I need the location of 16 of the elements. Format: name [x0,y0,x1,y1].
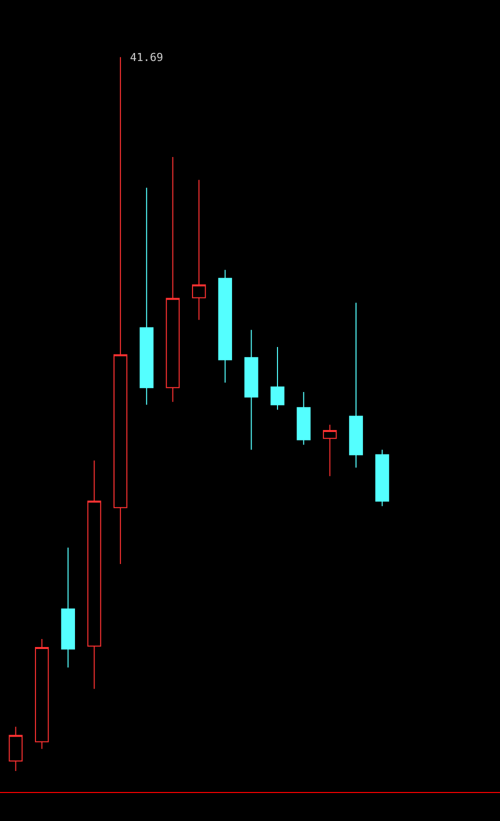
annotation: 41.69 [130,51,164,64]
candlestick [296,391,311,446]
candlestick [270,346,284,410]
candlestick [322,424,337,477]
candlestick [87,460,102,690]
candlestick [34,638,49,750]
candlestick [375,449,390,507]
candlestick [349,302,363,468]
candlestick [166,156,180,402]
candlestick [140,187,154,406]
candlestick [244,329,258,450]
candlestick [218,269,232,384]
candlestick [114,56,128,564]
candlestick [61,547,75,668]
candlestick [192,179,206,320]
candlestick [8,726,23,772]
